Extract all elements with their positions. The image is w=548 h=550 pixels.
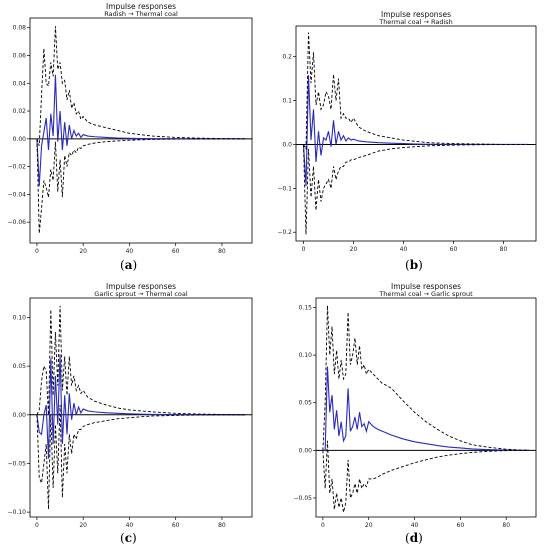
series-response <box>36 354 246 459</box>
plot-frame <box>295 25 537 242</box>
x-tick-label: 20 <box>350 246 358 253</box>
x-tick-label: 20 <box>365 522 373 529</box>
y-tick-label: −0.02 <box>8 164 27 171</box>
y-tick-label: −0.2 <box>277 229 292 236</box>
x-tick-label: 40 <box>126 248 134 255</box>
y-tick-label: −0.1 <box>277 185 292 192</box>
x-tick-label: 0 <box>35 522 39 529</box>
x-tick-label: 60 <box>172 248 180 255</box>
x-tick-label: 40 <box>126 522 134 529</box>
y-tick-label: 0.2 <box>282 54 292 61</box>
series-lower <box>322 440 530 513</box>
y-tick-label: 0.10 <box>299 352 313 359</box>
series-upper <box>36 305 246 416</box>
x-tick-label: 40 <box>411 522 419 529</box>
x-tick-label: 0 <box>302 246 306 253</box>
caption-c: (c) <box>120 531 137 545</box>
series-response <box>322 366 530 451</box>
x-tick-label: 20 <box>79 522 87 529</box>
y-tick-label: −0.04 <box>8 191 27 198</box>
x-tick-label: 0 <box>321 522 325 529</box>
plot-frame <box>29 297 253 518</box>
series-lower <box>36 138 246 234</box>
series-upper <box>303 32 529 151</box>
y-tick-label: 0.06 <box>13 53 27 60</box>
x-tick-label: 80 <box>500 246 508 253</box>
chart-panel-c: Impulse responses Garlic sprout → Thermal… <box>0 275 274 550</box>
x-tick-label: 0 <box>35 248 39 255</box>
caption-b: (b) <box>405 258 423 272</box>
chart-subtitle: Thermal coal → Garlic sprout <box>378 290 473 298</box>
series-upper <box>322 305 530 451</box>
x-tick-label: 20 <box>79 248 87 255</box>
y-tick-label: 0.05 <box>299 400 313 407</box>
chart-panel-b: Impulse responses Thermal coal → Radish −0… <box>274 0 548 275</box>
chart-panel-a: Impulse responses Radish → Thermal coal −0… <box>0 0 274 275</box>
chart-subtitle: Radish → Thermal coal <box>104 10 178 18</box>
chart-panel-d: Impulse responses Thermal coal → Garlic s… <box>274 275 548 550</box>
y-tick-label: 0.00 <box>299 447 313 454</box>
series-response <box>302 75 529 187</box>
x-tick-label: 60 <box>172 522 180 529</box>
series-lower <box>303 144 529 235</box>
x-tick-label: 60 <box>457 522 465 529</box>
y-tick-label: −0.06 <box>8 219 27 226</box>
chart-title: Impulse responses <box>391 282 461 291</box>
chart-title: Impulse responses <box>106 282 176 291</box>
caption-a: (a) <box>120 258 138 272</box>
x-tick-label: 80 <box>218 248 226 255</box>
y-tick-label: 0.02 <box>13 108 27 115</box>
y-tick-label: 0.05 <box>13 363 27 370</box>
y-tick-label: −0.05 <box>294 495 313 502</box>
y-tick-label: 0.1 <box>282 98 292 105</box>
y-tick-label: −0.05 <box>8 460 27 467</box>
y-tick-label: 0.04 <box>13 80 27 87</box>
x-tick-label: 80 <box>502 522 510 529</box>
y-tick-label: 0.10 <box>13 314 27 321</box>
chart-subtitle: Garlic sprout → Thermal coal <box>94 290 188 298</box>
y-tick-label: 0.00 <box>13 412 27 419</box>
series-upper <box>36 26 246 146</box>
y-tick-label: 0.08 <box>13 25 27 32</box>
plot-frame <box>315 297 537 518</box>
x-tick-label: 60 <box>450 246 458 253</box>
caption-d: (d) <box>405 531 423 545</box>
plot-frame <box>29 17 253 244</box>
series-response <box>36 74 246 187</box>
chart-title: Impulse responses <box>381 10 451 19</box>
series-lower <box>36 405 246 510</box>
chart-title: Impulse responses <box>106 2 176 11</box>
y-tick-label: −0.10 <box>8 509 27 516</box>
x-tick-label: 40 <box>400 246 408 253</box>
y-tick-label: 0.0 <box>282 141 292 148</box>
x-tick-label: 80 <box>218 522 226 529</box>
y-tick-label: 0.00 <box>13 136 27 143</box>
chart-subtitle: Thermal coal → Radish <box>378 18 453 26</box>
y-tick-label: 0.15 <box>299 305 313 312</box>
